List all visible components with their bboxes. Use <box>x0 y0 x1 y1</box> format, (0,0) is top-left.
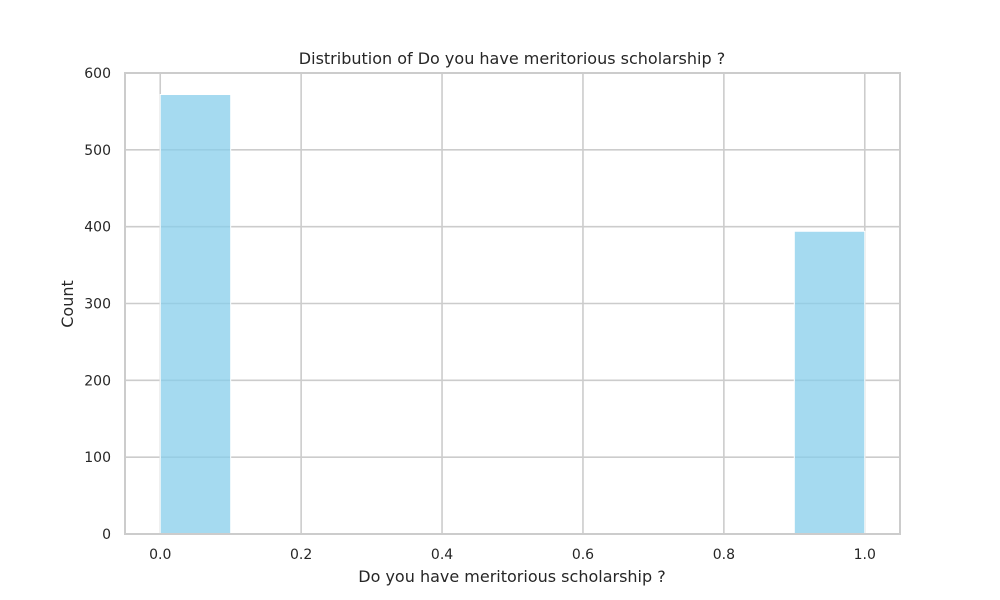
y-axis-title: Count <box>58 280 77 328</box>
x-tick-label: 0.6 <box>572 547 594 563</box>
x-tick-label: 0.8 <box>713 547 735 563</box>
x-tick-label: 0.0 <box>149 547 171 563</box>
y-tick-label: 100 <box>84 450 111 466</box>
x-tick-label: 1.0 <box>854 547 876 563</box>
y-tick-label: 600 <box>84 66 111 82</box>
x-tick-label: 0.2 <box>290 547 312 563</box>
bars-layer <box>159 94 866 535</box>
histogram-bar <box>159 94 232 535</box>
axes-spines <box>124 72 901 535</box>
chart-title: Distribution of Do you have meritorious … <box>299 49 725 68</box>
y-tick-label: 500 <box>84 143 111 159</box>
grid-layer <box>125 72 900 535</box>
y-tick-label: 0 <box>102 527 111 543</box>
x-tick-label: 0.4 <box>431 547 453 563</box>
y-tick-label: 400 <box>84 220 111 236</box>
x-axis-title: Do you have meritorious scholarship ? <box>358 567 665 586</box>
tick-labels: 0 100 200 300 400 500 600 0.0 0.2 0.4 0.6 0.8 1.0 <box>84 66 876 563</box>
y-tick-label: 200 <box>84 373 111 389</box>
plot-frame <box>124 72 901 535</box>
y-tick-label: 300 <box>84 297 111 313</box>
histogram-bar <box>793 230 866 535</box>
